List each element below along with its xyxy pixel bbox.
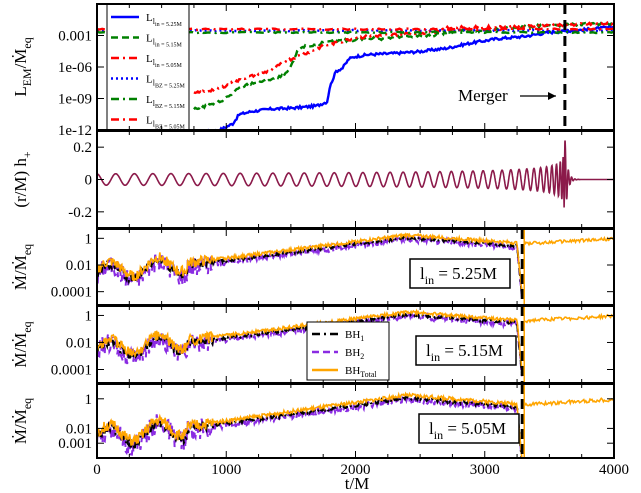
- y-tick-label: 0.001: [58, 29, 92, 45]
- y-tick-label: 1e-06: [58, 60, 93, 76]
- legend: BH1 BH2 BHTotal: [306, 321, 390, 381]
- series-line: [97, 391, 523, 458]
- y-tick-label: 1e-09: [58, 92, 92, 108]
- y-tick-label: 1e-12: [58, 123, 92, 139]
- x-tick-label: 4000: [599, 462, 629, 478]
- merger-arrowhead: [548, 92, 556, 100]
- legend: Llin = 5.25M Llin = 5.15M Llin = 5.05M LlBZ…: [106, 3, 190, 131]
- y-axis-label: Ṁ/Ṁeq: [11, 321, 34, 367]
- series-line: [97, 28, 614, 33]
- y-tick-label: 0: [85, 173, 93, 189]
- legend-entry: BHTotal: [345, 365, 377, 379]
- y-tick-label: -0.2: [68, 205, 92, 221]
- legend-entry: BH2: [345, 347, 364, 361]
- legend-entry: LlBZ = 5.15M: [146, 94, 186, 110]
- y-tick-label: 0.2: [73, 140, 92, 156]
- y-axis-label: (r/M) h+: [11, 151, 34, 208]
- legend-entry: Llin = 5.15M: [146, 33, 183, 49]
- series-line: [524, 312, 614, 324]
- plot-area: [97, 21, 614, 130]
- x-axis-label: t/M: [345, 474, 370, 493]
- waveform-line: [96, 140, 614, 208]
- y-tick-label: 1: [85, 231, 93, 247]
- legend-entry: BH1: [345, 329, 364, 343]
- y-axis-label: LEM/Ṁeq: [11, 37, 34, 96]
- annotation-label: lin = 5.15M: [426, 341, 503, 364]
- legend-box: [106, 3, 190, 131]
- y-tick-label: 0.001: [58, 436, 92, 452]
- panel-accretion-2: lin = 5.15M 0.0001 0.01 1 Ṁ/Ṁeq BH1 BH2 BHTotal: [11, 305, 615, 384]
- plot-area: [97, 229, 614, 305]
- series-line: [193, 21, 614, 111]
- annotation-box: [418, 413, 520, 444]
- legend-entry: LlBZ = 5.05M: [146, 115, 186, 131]
- series-line: [193, 21, 614, 96]
- annotation-box: [409, 258, 511, 289]
- series-line: [97, 232, 523, 293]
- legend-entry: LlBZ = 5.25M: [146, 74, 186, 90]
- series-line: [97, 27, 614, 32]
- panel-waveform: -0.2 0 0.2 (r/M) h+: [11, 130, 615, 229]
- x-tick-label: 2000: [341, 462, 371, 478]
- y-axis-label: Ṁ/Ṁeq: [11, 398, 34, 444]
- legend-entry: Llin = 5.25M: [146, 12, 183, 28]
- panel-accretion-1: lin = 5.25M 0.0001 0.01 1 Ṁ/Ṁeq: [11, 228, 615, 306]
- series-line: [97, 234, 523, 297]
- panel-luminosity: Merger Llin = 5.25M Llin = 5.15M Llin = 5.0…: [11, 3, 615, 139]
- series-line: [524, 235, 614, 247]
- plot-area: [97, 384, 614, 458]
- merger-label: Merger: [458, 86, 508, 105]
- y-tick-label: 1: [85, 392, 93, 408]
- x-tick-label: 0: [93, 462, 101, 478]
- x-tick-label: 3000: [470, 462, 500, 478]
- y-tick-label: 0.0001: [51, 285, 92, 301]
- series-line: [198, 24, 614, 130]
- x-tick-label: 1000: [211, 462, 241, 478]
- annotation-label: lin = 5.05M: [429, 419, 506, 442]
- series-line: [524, 397, 614, 408]
- annotation-box: [415, 335, 517, 366]
- y-tick-label: 1: [85, 308, 93, 324]
- y-tick-label: 0.01: [66, 421, 92, 437]
- y-tick-label: 0.01: [66, 335, 92, 351]
- series-line: [97, 30, 614, 35]
- annotation-label: lin = 5.25M: [420, 264, 497, 287]
- y-tick-label: 0.0001: [51, 362, 92, 378]
- y-axis-label: Ṁ/Ṁeq: [11, 244, 34, 290]
- y-tick-label: 0.01: [66, 258, 92, 274]
- legend-entry: Llin = 5.05M: [146, 53, 183, 69]
- series-line: [97, 394, 523, 458]
